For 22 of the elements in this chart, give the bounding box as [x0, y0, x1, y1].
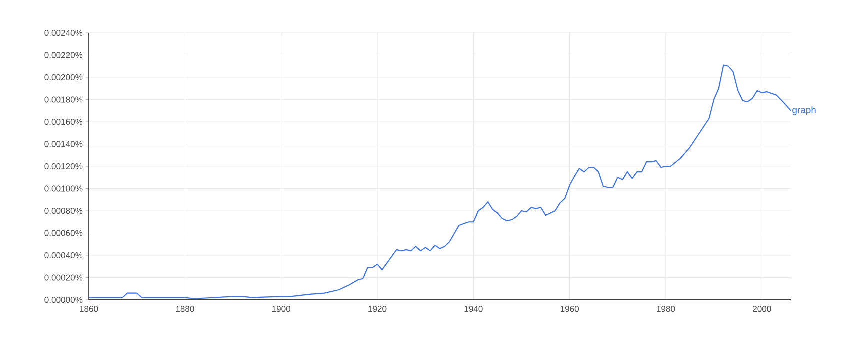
- y-tick-label: 0.00200%: [44, 74, 83, 81]
- x-tick-label: 1880: [176, 306, 194, 312]
- x-tick-label: 1860: [80, 306, 98, 312]
- x-tick-label: 2000: [753, 306, 772, 312]
- x-tick-label: 1980: [657, 306, 676, 312]
- y-tick-label: 0.00160%: [44, 118, 83, 126]
- x-tick-label: 1960: [560, 306, 580, 312]
- x-tick-label: 1940: [464, 306, 483, 312]
- y-tick-label: 0.00240%: [44, 30, 83, 36]
- y-tick-label: 0.00080%: [44, 208, 83, 214]
- y-tick-label: 0.00060%: [44, 230, 83, 236]
- y-tick-label: 0.00120%: [44, 163, 83, 170]
- y-tick-label: 0.00220%: [44, 52, 83, 58]
- y-tick-label: 0.00140%: [44, 141, 83, 148]
- y-tick-label: 0.00000%: [44, 296, 83, 304]
- y-tick-label: 0.00040%: [44, 252, 83, 259]
- y-tick-label: 0.00180%: [44, 96, 83, 103]
- series-label: graph: [792, 106, 816, 116]
- y-tick-label: 0.00020%: [44, 274, 83, 281]
- x-tick-label: 1920: [368, 306, 387, 312]
- y-tick-label: 0.00100%: [44, 186, 83, 192]
- x-tick-label: 1900: [272, 306, 291, 312]
